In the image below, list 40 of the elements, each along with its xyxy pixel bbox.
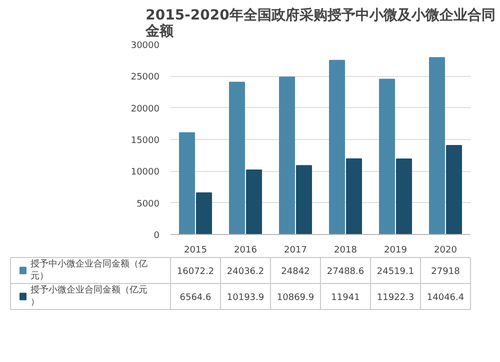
x-tick-label: 2018 bbox=[334, 246, 358, 256]
data-label: 10193.9 bbox=[226, 293, 264, 303]
data-label: 11941 bbox=[331, 293, 360, 303]
bar bbox=[179, 132, 195, 234]
data-label: 24842 bbox=[281, 267, 310, 277]
y-tick-label: 25000 bbox=[130, 72, 160, 83]
data-label: 6564.6 bbox=[180, 293, 212, 303]
x-tick-label: 2020 bbox=[434, 246, 458, 256]
y-tick-label: 0 bbox=[154, 231, 160, 241]
bar bbox=[346, 158, 362, 234]
x-tick-label: 2017 bbox=[284, 246, 307, 256]
bar bbox=[446, 145, 462, 234]
y-tick-label: 30000 bbox=[130, 41, 160, 51]
bar bbox=[329, 60, 345, 234]
data-label: 27488.6 bbox=[326, 267, 364, 277]
data-label: 27918 bbox=[431, 267, 460, 277]
bar bbox=[246, 169, 262, 234]
bar bbox=[396, 158, 412, 234]
y-tick-label: 5000 bbox=[136, 199, 160, 210]
legend-label: 授予小微企业合同金额（亿元） bbox=[30, 284, 148, 308]
data-label: 11922.3 bbox=[376, 293, 414, 303]
data-label: 16072.2 bbox=[176, 267, 214, 277]
bar bbox=[229, 82, 245, 234]
y-tick-label: 20000 bbox=[130, 104, 160, 114]
bar bbox=[429, 57, 445, 234]
legend-label: 授予中小微企业合同金额（亿元） bbox=[30, 258, 148, 282]
x-tick-label: 2015 bbox=[184, 246, 207, 256]
y-tick-label: 10000 bbox=[130, 168, 160, 178]
bar bbox=[279, 76, 295, 234]
x-tick-label: 2019 bbox=[384, 246, 408, 256]
bar bbox=[296, 165, 312, 234]
y-tick-label: 15000 bbox=[130, 136, 160, 146]
x-tick-label: 2016 bbox=[234, 246, 258, 256]
chart-title: 2015-2020年全国政府采购授予中小微及小微企业合同金额 bbox=[144, 6, 496, 40]
data-label: 10869.9 bbox=[276, 293, 314, 303]
data-label: 14046.4 bbox=[426, 293, 464, 303]
bar bbox=[379, 78, 395, 234]
bar bbox=[196, 192, 212, 234]
data-label: 24519.1 bbox=[376, 267, 414, 277]
data-label: 24036.2 bbox=[226, 267, 264, 277]
